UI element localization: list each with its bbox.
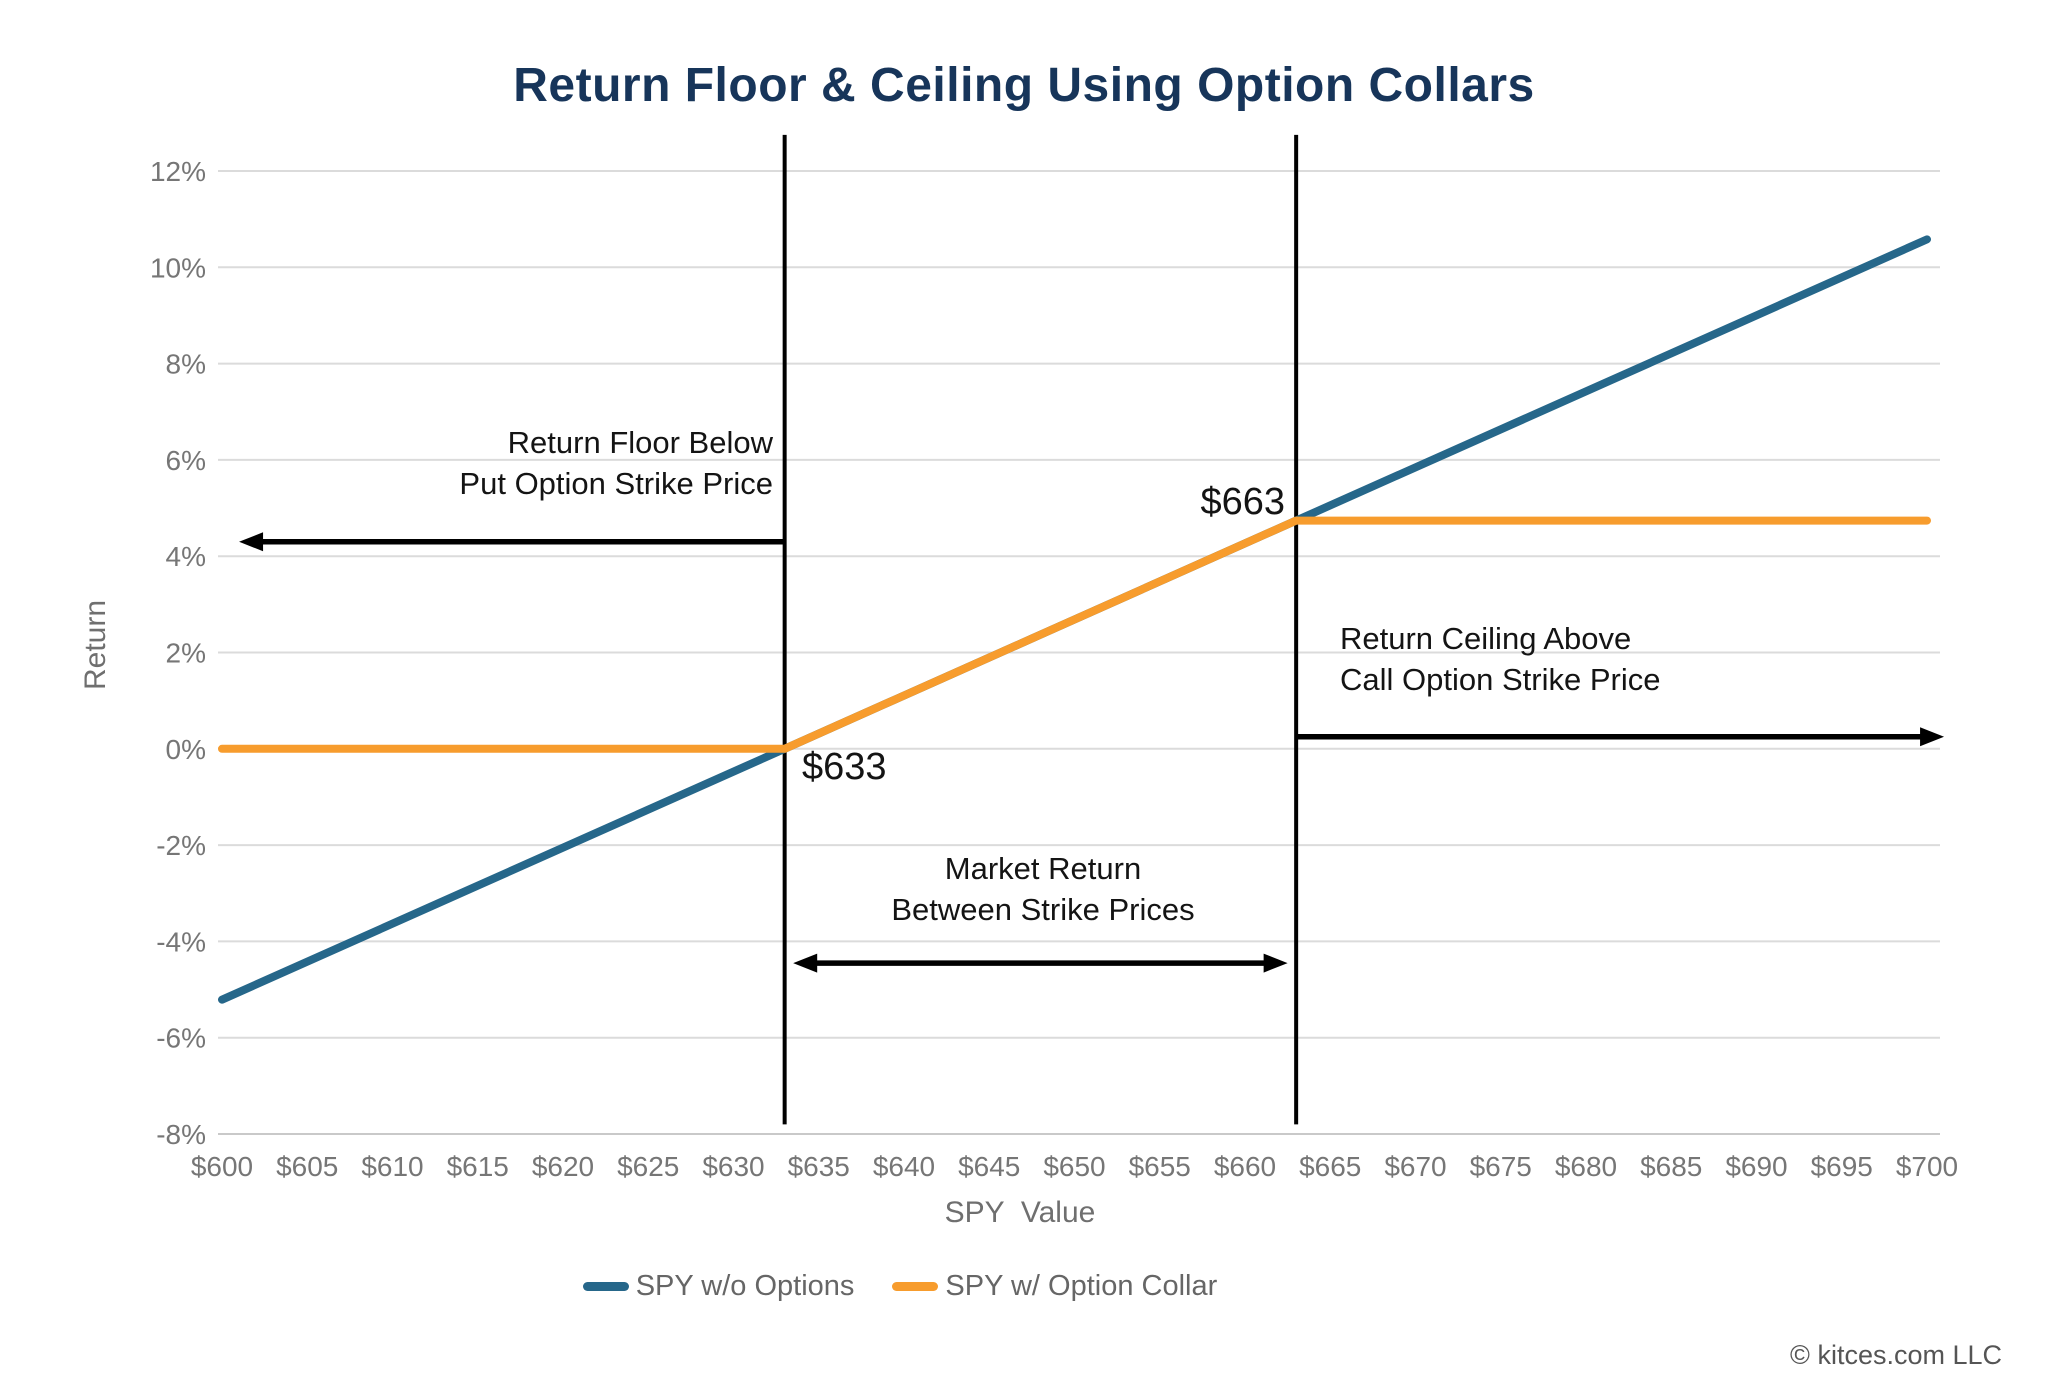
legend-label-spy-wo-options: SPY w/o Options: [635, 1270, 855, 1302]
floor-annotation-line2: Put Option Strike Price: [459, 466, 773, 501]
x-tick-label: $665: [1299, 1151, 1361, 1182]
x-tick-label: $635: [788, 1151, 850, 1182]
put-strike-price-label: $633: [802, 746, 887, 788]
x-tick-label: $685: [1640, 1151, 1702, 1182]
market-arrow-head: [1263, 953, 1288, 973]
x-tick-label: $680: [1555, 1151, 1617, 1182]
y-tick-label: 2%: [166, 638, 206, 669]
x-tick-label: $610: [361, 1151, 423, 1182]
x-tick-label: $630: [702, 1151, 764, 1182]
floor-arrow-head: [239, 532, 264, 552]
legend-item-spy-w-option-collar: SPY w/ Option Collar: [892, 1270, 1217, 1303]
legend-swatch-spy-wo-options: [582, 1282, 629, 1291]
x-tick-label: $700: [1896, 1151, 1958, 1182]
y-tick-label: 4%: [166, 541, 206, 572]
y-tick-label: -2%: [156, 830, 206, 861]
copyright-notice: © kitces.com LLC: [1790, 1340, 2002, 1370]
y-tick-label: 0%: [166, 734, 206, 765]
x-tick-label: $655: [1129, 1151, 1191, 1182]
floor-annotation-line1: Return Floor Below: [507, 425, 773, 460]
y-tick-label: 6%: [166, 445, 206, 476]
x-tick-label: $675: [1470, 1151, 1532, 1182]
y-tick-label: -6%: [156, 1023, 206, 1054]
x-tick-label: $600: [191, 1151, 253, 1182]
x-tick-label: $615: [447, 1151, 509, 1182]
market-annotation-line1: Market Return: [944, 851, 1142, 886]
legend-item-spy-wo-options: SPY w/o Options: [582, 1270, 855, 1303]
y-tick-label: 8%: [166, 349, 206, 380]
x-axis-title: SPY Value: [944, 1196, 1096, 1229]
y-tick-label: 12%: [150, 156, 206, 187]
y-axis-title: Return: [79, 599, 112, 691]
x-tick-label: $660: [1214, 1151, 1276, 1182]
ceiling-annotation-line2: Call Option Strike Price: [1340, 662, 1661, 697]
ceiling-arrow-head: [1920, 727, 1945, 747]
x-tick-label: $645: [958, 1151, 1020, 1182]
market-annotation-line2: Between Strike Prices: [891, 892, 1195, 927]
ceiling-annotation-line1: Return Ceiling Above: [1340, 621, 1632, 656]
x-tick-label: $690: [1725, 1151, 1787, 1182]
x-tick-label: $625: [617, 1151, 679, 1182]
x-tick-label: $605: [276, 1151, 338, 1182]
y-tick-label: 10%: [150, 252, 206, 283]
series-line-spy-w-option-collar: [218, 516, 1931, 753]
x-tick-label: $670: [1384, 1151, 1446, 1182]
y-tick-label: -8%: [156, 1119, 206, 1150]
x-tick-label: $695: [1811, 1151, 1873, 1182]
ceiling-annotation: Return Ceiling Above Call Option Strike …: [1340, 618, 1940, 700]
market-arrow-head: [793, 953, 818, 973]
legend: SPY w/o Options SPY w/ Option Collar: [0, 1270, 1800, 1303]
legend-label-spy-w-option-collar: SPY w/ Option Collar: [945, 1270, 1218, 1302]
y-tick-label: -4%: [156, 926, 206, 957]
market-annotation: Market Return Between Strike Prices: [790, 848, 1296, 930]
call-strike-price-label: $663: [1200, 481, 1285, 523]
chart-title: Return Floor & Ceiling Using Option Coll…: [513, 59, 1535, 112]
legend-swatch-spy-w-option-collar: [892, 1282, 939, 1291]
x-tick-label: $640: [873, 1151, 935, 1182]
x-tick-label: $650: [1043, 1151, 1105, 1182]
floor-annotation: Return Floor Below Put Option Strike Pri…: [173, 422, 773, 504]
x-tick-label: $620: [532, 1151, 594, 1182]
